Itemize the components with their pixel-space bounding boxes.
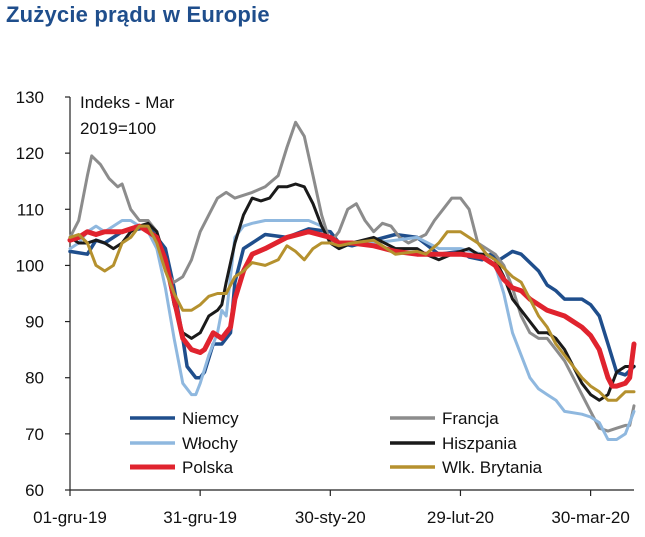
legend: Niemcy Francja Włochy Hiszpania Polska Wlk. B… — [130, 409, 543, 477]
series-line-francja — [68, 120, 636, 433]
y-tick-label: 80 — [25, 369, 44, 388]
y-tick-label: 110 — [17, 200, 44, 219]
y-tick-label: 70 — [25, 425, 44, 444]
series-line-hiszpania — [68, 182, 636, 402]
y-tick-label: 60 — [25, 481, 44, 500]
series-line-wlk-brytania — [68, 224, 636, 402]
x-tick-label: 29-lut-20 — [427, 508, 494, 527]
x-tick-label: 30-sty-20 — [295, 508, 366, 527]
annotation-line-2: 2019=100 — [80, 119, 156, 138]
legend-label: Wlk. Brytania — [442, 458, 543, 477]
legend-label: Francja — [442, 409, 499, 428]
y-tick-label: 130 — [16, 88, 44, 107]
axes — [69, 97, 634, 491]
chart-title: Zużycie prądu w Europie — [6, 2, 270, 27]
y-tick-label: 100 — [16, 256, 44, 275]
series-lines — [67, 120, 637, 441]
y-axis-ticks: 60 70 80 90 100 110 120 130 — [16, 88, 70, 500]
series-line-niemcy — [68, 224, 636, 380]
x-tick-label: 01-gru-19 — [33, 508, 107, 527]
y-tick-label: 120 — [16, 144, 44, 163]
legend-label: Włochy — [182, 434, 238, 453]
x-axis-ticks: 01-gru-19 31-gru-19 30-sty-20 29-lut-20 30-m… — [33, 490, 630, 527]
legend-label: Niemcy — [182, 409, 239, 428]
x-tick-label: 30-mar-20 — [551, 508, 629, 527]
annotation-line-1: Indeks - Mar — [80, 93, 175, 112]
legend-label: Hiszpania — [442, 434, 517, 453]
x-tick-label: 31-gru-19 — [163, 508, 237, 527]
legend-label: Polska — [182, 458, 234, 477]
series-line-polska — [67, 223, 637, 389]
y-tick-label: 90 — [25, 313, 44, 332]
